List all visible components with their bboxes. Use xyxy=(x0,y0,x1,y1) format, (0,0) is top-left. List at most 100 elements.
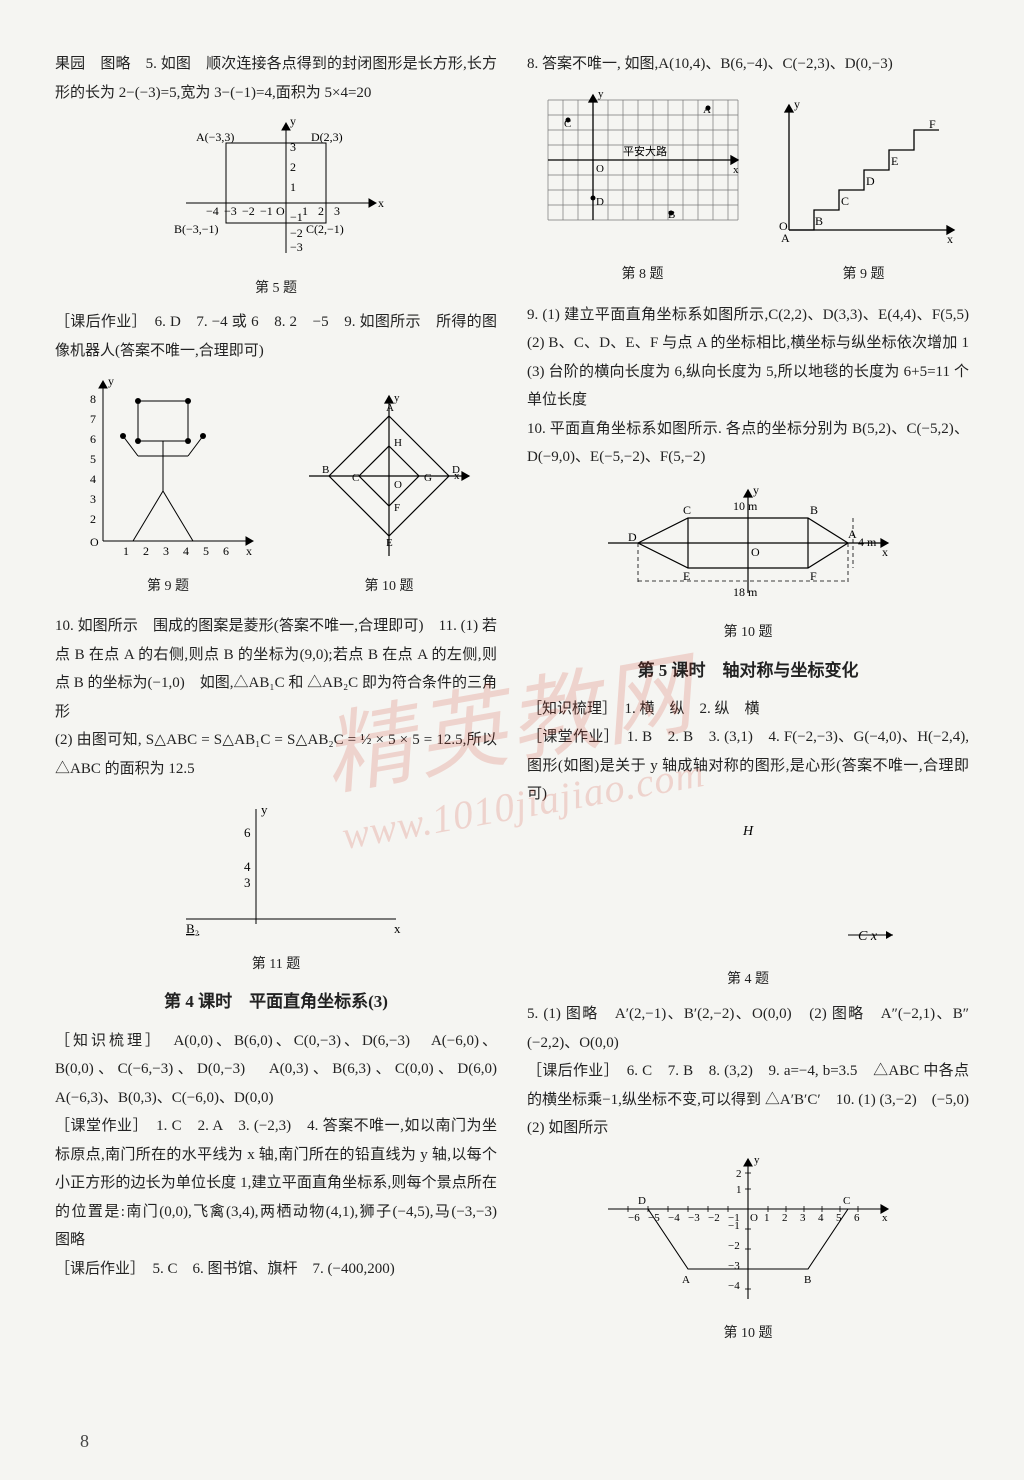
two-column-layout: 果园 图略 5. 如图 顺次连接各点得到的封闭图形是长方形,长方形的长为 2−(… xyxy=(55,50,969,1440)
svg-text:D: D xyxy=(628,530,637,544)
svg-text:F: F xyxy=(394,502,400,514)
svg-text:C: C xyxy=(683,503,691,517)
svg-text:O: O xyxy=(276,204,285,218)
left-p3: 10. 如图所示 围成的图案是菱形(答案不唯一,合理即可) 11. (1) 若点… xyxy=(55,612,497,726)
svg-text:18 m: 18 m xyxy=(733,585,758,599)
right-p5: ［课堂作业］ 1. B 2. B 3. (3,1) 4. F(−2,−3)、G(… xyxy=(527,723,969,809)
svg-text:−2: −2 xyxy=(708,1212,720,1224)
svg-text:y: y xyxy=(394,392,400,404)
right-p7: ［课后作业］ 6. C 7. B 8. (3,2) 9. a=−4, b=3.5… xyxy=(527,1057,969,1143)
svg-text:x: x xyxy=(394,921,401,936)
svg-text:2: 2 xyxy=(90,512,96,526)
svg-text:O: O xyxy=(394,479,402,491)
svg-text:2: 2 xyxy=(290,160,296,174)
left-column: 果园 图略 5. 如图 顺次连接各点得到的封闭图形是长方形,长方形的长为 2−(… xyxy=(55,50,497,1440)
fig8-fig9b-row: ABCDO 平安大路 xy 第 8 题 A O xyxy=(527,79,969,301)
svg-text:−2: −2 xyxy=(728,1240,740,1252)
svg-text:y: y xyxy=(753,483,759,497)
svg-text:E: E xyxy=(386,537,393,549)
svg-text:B: B xyxy=(322,464,329,476)
svg-text:2: 2 xyxy=(782,1212,788,1224)
svg-text:x: x xyxy=(882,1212,888,1224)
svg-text:y: y xyxy=(108,374,114,388)
svg-text:5: 5 xyxy=(90,452,96,466)
svg-text:D: D xyxy=(866,174,875,188)
svg-text:C: C xyxy=(843,1195,850,1207)
svg-text:3: 3 xyxy=(290,140,296,154)
fig5: A(−3,3) D(2,3) B(−3,−1) C(2,−1) xy O 321… xyxy=(55,113,497,302)
title-lesson4: 第 4 课时 平面直角坐标系(3) xyxy=(55,986,497,1018)
svg-text:1: 1 xyxy=(302,204,308,218)
svg-text:x: x xyxy=(947,232,953,246)
svg-text:5: 5 xyxy=(836,1212,842,1224)
svg-text:A: A xyxy=(682,1274,690,1286)
svg-text:3: 3 xyxy=(800,1212,806,1224)
right-p2: 9. (1) 建立平面直角坐标系如图所示,C(2,2)、D(3,3)、E(4,4… xyxy=(527,301,969,415)
svg-text:−4: −4 xyxy=(206,204,219,218)
svg-text:1: 1 xyxy=(736,1184,742,1196)
svg-text:6: 6 xyxy=(854,1212,860,1224)
svg-text:A: A xyxy=(848,527,857,541)
svg-text:O: O xyxy=(751,545,760,559)
svg-text:1: 1 xyxy=(764,1212,770,1224)
svg-text:B(−3,−1): B(−3,−1) xyxy=(174,222,219,236)
svg-text:C(2,−1): C(2,−1) xyxy=(306,222,344,236)
svg-text:D(2,3): D(2,3) xyxy=(311,130,343,144)
left-p2: ［课后作业］ 6. D 7. −4 或 6 8. 2 −5 9. 如图所示 所得… xyxy=(55,308,497,365)
svg-text:O: O xyxy=(596,163,604,175)
svg-text:4: 4 xyxy=(90,472,96,486)
svg-text:x: x xyxy=(246,544,252,558)
svg-text:C: C xyxy=(841,194,849,208)
svg-text:−3: −3 xyxy=(290,240,303,254)
svg-text:−5: −5 xyxy=(648,1212,660,1224)
svg-text:3: 3 xyxy=(244,875,251,890)
fig9b: AO BCDEF xy 第 9 题 xyxy=(769,90,959,295)
svg-text:A: A xyxy=(781,231,790,245)
title-lesson5: 第 5 课时 轴对称与坐标变化 xyxy=(527,655,969,687)
left-p5: ［知识梳理］ A(0,0)、B(6,0)、C(0,−3)、D(6,−3) A(−… xyxy=(55,1027,497,1113)
svg-text:8: 8 xyxy=(90,392,96,406)
right-p3: 10. 平面直角坐标系如图所示. 各点的坐标分别为 B(5,2)、C(−5,2)… xyxy=(527,415,969,472)
svg-text:D: D xyxy=(638,1195,646,1207)
svg-text:4: 4 xyxy=(244,859,251,874)
fig9: Oxy 123456 2345678 第 9 题 xyxy=(78,371,258,606)
svg-text:4 m: 4 m xyxy=(858,535,877,549)
svg-text:A: A xyxy=(386,402,394,414)
svg-text:10 m: 10 m xyxy=(733,499,758,513)
fig4b: H C x 第 4 题 xyxy=(527,815,969,994)
svg-text:6: 6 xyxy=(223,544,229,558)
svg-text:D: D xyxy=(452,464,460,476)
svg-text:5: 5 xyxy=(203,544,209,558)
fig5-caption: 第 5 题 xyxy=(55,276,497,303)
svg-text:1: 1 xyxy=(290,180,296,194)
svg-text:−1: −1 xyxy=(260,204,273,218)
svg-text:F: F xyxy=(810,569,817,583)
svg-text:−1: −1 xyxy=(728,1220,740,1232)
svg-text:−3: −3 xyxy=(728,1260,740,1272)
svg-text:y: y xyxy=(261,802,268,817)
fig10b: 10 m 4 m 18 m DCBA EFO xy 第 10 题 xyxy=(527,478,969,647)
page-number: 8 xyxy=(80,1431,89,1452)
svg-text:−1: −1 xyxy=(290,210,303,224)
svg-text:−4: −4 xyxy=(728,1280,740,1292)
svg-text:C x: C x xyxy=(858,929,878,944)
svg-text:4: 4 xyxy=(818,1212,824,1224)
svg-text:B: B xyxy=(815,214,823,228)
svg-text:x: x xyxy=(378,196,384,210)
svg-text:C: C xyxy=(352,472,359,484)
fig11: yx 643 B₂ 第 11 题 xyxy=(55,789,497,978)
svg-text:E: E xyxy=(891,154,898,168)
svg-text:3: 3 xyxy=(163,544,169,558)
svg-text:−2: −2 xyxy=(242,204,255,218)
svg-text:2: 2 xyxy=(318,204,324,218)
svg-text:−3: −3 xyxy=(688,1212,700,1224)
svg-text:A(−3,3): A(−3,3) xyxy=(196,130,234,144)
right-p6: 5. (1) 图略 A′(2,−1)、B′(2,−2)、O(0,0) (2) 图… xyxy=(527,1000,969,1057)
svg-text:平安大路: 平安大路 xyxy=(623,144,667,158)
svg-text:−2: −2 xyxy=(290,226,303,240)
left-p4: (2) 由图可知, S△ABC = S△AB₁C = S△AB₂C = ½ × … xyxy=(55,726,497,783)
fig8: ABCDO 平安大路 xy 第 8 题 xyxy=(538,85,748,295)
svg-text:y: y xyxy=(794,97,800,111)
svg-text:E: E xyxy=(683,569,690,583)
svg-text:y: y xyxy=(598,88,604,100)
